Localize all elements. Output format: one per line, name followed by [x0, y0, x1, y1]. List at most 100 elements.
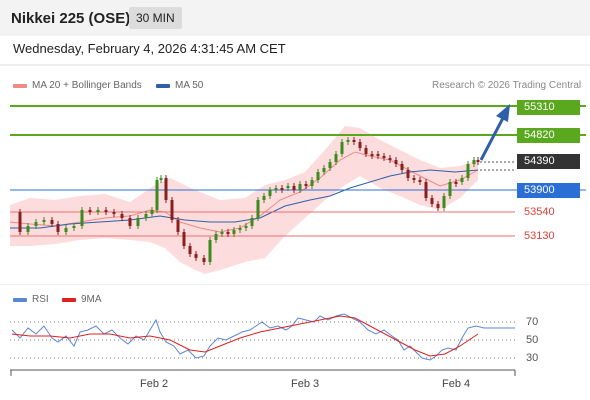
candle-body: [164, 178, 168, 200]
forecast-arrowhead: [496, 104, 510, 122]
candle-body: [208, 240, 212, 262]
candle-body: [72, 226, 76, 228]
level-tag-55310: 55310: [517, 100, 580, 115]
panel-divider: [0, 284, 590, 285]
ma50-legend-label: MA 50: [175, 80, 204, 91]
candle-body: [298, 184, 302, 190]
candle-body: [226, 232, 230, 234]
credit-text: Research © 2026 Trading Central: [432, 80, 582, 91]
candle-body: [322, 168, 326, 172]
candle-body: [460, 178, 464, 182]
level-tag-53130: 53130: [524, 230, 555, 242]
candle-body: [274, 188, 278, 190]
candle-body: [328, 162, 332, 168]
timestamp: Wednesday, February 4, 2026 4:31:45 AM C…: [13, 41, 286, 56]
candle-body: [476, 160, 480, 162]
candle-body: [286, 186, 290, 188]
rsi-axis-50: 50: [526, 334, 539, 346]
candle-body: [159, 178, 163, 180]
candle-body: [442, 196, 446, 208]
candle-body: [250, 218, 254, 226]
x-label-feb2: Feb 2: [140, 378, 169, 390]
timeframe-button[interactable]: 30 MIN: [129, 7, 182, 29]
x-label-feb3: Feb 3: [291, 378, 320, 390]
candle-body: [448, 182, 452, 196]
ma20-line: [9, 151, 479, 233]
candle-body: [34, 222, 38, 226]
rsi-ma-swatch: [62, 298, 76, 302]
candle-body: [340, 142, 344, 154]
candle-body: [394, 160, 398, 164]
candle-body: [376, 154, 380, 156]
candle-body: [262, 196, 266, 200]
candle-body: [18, 212, 22, 232]
candle-body: [346, 140, 350, 142]
candle-body: [26, 226, 30, 232]
candle-body: [176, 220, 180, 232]
level-tag-53540: 53540: [524, 206, 555, 218]
candle-body: [454, 182, 458, 184]
candle-body: [400, 164, 404, 170]
bollinger-band: [10, 126, 478, 274]
candle-body: [64, 228, 68, 232]
level-tag-53900: 53900: [517, 183, 580, 198]
candle-body: [96, 210, 100, 212]
rsi-9ma-line: [11, 315, 479, 357]
last-price-tag: 54390: [517, 154, 580, 169]
candle-body: [188, 246, 192, 254]
candle-body: [358, 142, 362, 148]
candle-body: [150, 210, 154, 214]
candle-body: [466, 164, 470, 178]
candle-body: [256, 200, 260, 218]
rsi-axis-70: 70: [526, 316, 539, 328]
candle-body: [170, 200, 174, 220]
candle-body: [412, 178, 416, 180]
candle-body: [352, 140, 356, 142]
candle-body: [42, 220, 46, 222]
candle-body: [80, 210, 84, 226]
ma20-legend-label: MA 20 + Bollinger Bands: [32, 80, 142, 91]
candle-body: [424, 182, 428, 198]
candle-body: [292, 186, 296, 190]
rsi-swatch: [13, 298, 27, 302]
rsi-axis-30: 30: [526, 352, 539, 364]
ma50-swatch: [156, 84, 170, 88]
candle-body: [112, 212, 116, 214]
candle-body: [194, 254, 198, 258]
forecast-arrow: [479, 117, 505, 161]
candle-body: [155, 180, 159, 210]
candle-body: [104, 210, 108, 212]
divider: [0, 64, 590, 66]
candle-body: [144, 214, 148, 218]
candle-body: [316, 172, 320, 180]
ma20-swatch: [13, 84, 27, 88]
candle-body: [406, 170, 410, 178]
candle-body: [182, 232, 186, 246]
rsi-ma-legend-label: 9MA: [81, 294, 102, 305]
candle-body: [382, 156, 386, 158]
header-bar: Nikkei 225 (OSE) 30 MIN: [0, 0, 590, 36]
candle-body: [436, 204, 440, 208]
candle-body: [50, 220, 54, 224]
candle-body: [304, 184, 308, 186]
candle-body: [244, 226, 248, 228]
candle-body: [370, 154, 374, 156]
candle-body: [388, 158, 392, 160]
rsi-line: [11, 313, 515, 361]
x-label-feb4: Feb 4: [442, 378, 471, 390]
candle-body: [238, 228, 242, 230]
candle-body: [334, 154, 338, 162]
candle-body: [202, 258, 206, 262]
rsi-legend-label: RSI: [32, 294, 49, 305]
candle-body: [214, 234, 218, 240]
candle-body: [280, 188, 284, 190]
candlesticks: [18, 137, 480, 265]
candle-body: [120, 214, 124, 218]
candle-body: [136, 218, 140, 226]
candle-body: [56, 224, 60, 232]
candle-body: [364, 148, 368, 154]
candle-body: [232, 230, 236, 234]
candle-body: [88, 210, 92, 212]
candle-body: [430, 198, 434, 204]
